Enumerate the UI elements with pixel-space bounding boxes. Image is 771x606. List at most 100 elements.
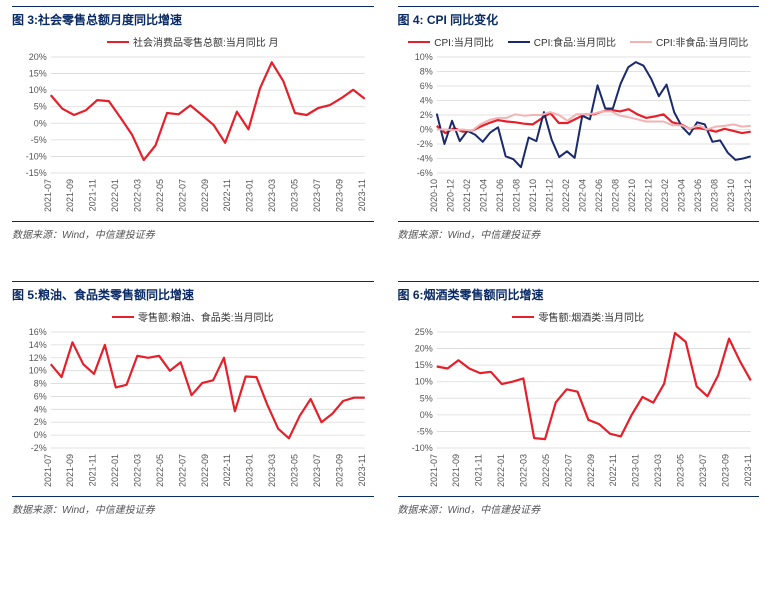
svg-text:2021-08: 2021-08 xyxy=(511,179,521,212)
svg-text:-6%: -6% xyxy=(416,168,432,178)
svg-text:10%: 10% xyxy=(29,366,47,376)
svg-text:2021-09: 2021-09 xyxy=(65,179,75,212)
svg-text:2022-07: 2022-07 xyxy=(177,179,187,212)
legend-item: CPI:当月同比 xyxy=(408,34,493,49)
svg-text:15%: 15% xyxy=(414,360,432,370)
chart5-legend: 零售额:粮油、食品类:当月同比 xyxy=(12,307,374,326)
svg-text:2022-10: 2022-10 xyxy=(627,179,637,212)
svg-text:2021-07: 2021-07 xyxy=(428,454,438,487)
chart3-plot: -15%-10%-5%0%5%10%15%20%2021-072021-0920… xyxy=(12,51,374,221)
svg-text:2022-12: 2022-12 xyxy=(643,179,653,212)
svg-text:2023-01: 2023-01 xyxy=(630,454,640,487)
chart5-title: 图 5:粮油、食品类零售额同比增速 xyxy=(12,281,374,307)
svg-text:2023-01: 2023-01 xyxy=(245,179,255,212)
svg-text:0%: 0% xyxy=(419,410,432,420)
svg-text:2022-05: 2022-05 xyxy=(155,179,165,212)
legend-swatch xyxy=(408,41,430,43)
svg-text:15%: 15% xyxy=(29,69,47,79)
chart6-legend: 零售额:烟酒类:当月同比 xyxy=(398,307,760,326)
svg-text:2023-11: 2023-11 xyxy=(357,179,367,211)
legend-label: CPI:当月同比 xyxy=(434,34,493,49)
svg-text:2023-07: 2023-07 xyxy=(312,454,322,487)
svg-text:2023-05: 2023-05 xyxy=(289,454,299,487)
svg-text:2023-05: 2023-05 xyxy=(675,454,685,487)
svg-text:2021-02: 2021-02 xyxy=(461,179,471,212)
svg-text:10%: 10% xyxy=(29,85,47,95)
legend-label: 零售额:粮油、食品类:当月同比 xyxy=(138,309,274,324)
svg-text:2023-11: 2023-11 xyxy=(357,454,367,486)
svg-text:2022-01: 2022-01 xyxy=(110,454,120,487)
svg-text:-4%: -4% xyxy=(416,154,432,164)
svg-text:2022-08: 2022-08 xyxy=(610,179,620,212)
legend-item: 零售额:粮油、食品类:当月同比 xyxy=(112,309,274,324)
chart4-source: 数据来源：Wind，中信建投证券 xyxy=(398,221,760,241)
charts-grid: 图 3:社会零售总额月度同比增速 社会消费品零售总额:当月同比 月 -15% -1… xyxy=(0,0,771,528)
svg-text:0%: 0% xyxy=(34,430,47,440)
svg-text:2022-11: 2022-11 xyxy=(608,454,618,486)
chart4-plot: -6%-4%-2%0%2%4%6%8%10%2020-102020-122021… xyxy=(398,51,760,221)
chart6-plot: -10%-5%0%5%10%15%20%25%2021-072021-09202… xyxy=(398,326,760,496)
svg-text:2022-09: 2022-09 xyxy=(200,454,210,487)
svg-text:2021-12: 2021-12 xyxy=(544,179,554,212)
svg-text:16%: 16% xyxy=(29,327,47,337)
svg-text:2022-07: 2022-07 xyxy=(563,454,573,487)
svg-text:14%: 14% xyxy=(29,340,47,350)
svg-text:2023-03: 2023-03 xyxy=(653,454,663,487)
chart3-title: 图 3:社会零售总额月度同比增速 xyxy=(12,6,374,32)
svg-text:2023-03: 2023-03 xyxy=(267,179,277,212)
legend-swatch xyxy=(630,41,652,43)
panel-chart3: 图 3:社会零售总额月度同比增速 社会消费品零售总额:当月同比 月 -15%-1… xyxy=(12,6,374,241)
panel-chart4: 图 4: CPI 同比变化 CPI:当月同比CPI:食品:当月同比CPI:非食品… xyxy=(398,6,760,241)
svg-text:6%: 6% xyxy=(419,81,432,91)
svg-text:-2%: -2% xyxy=(416,139,432,149)
svg-text:2023-09: 2023-09 xyxy=(334,454,344,487)
svg-text:2021-11: 2021-11 xyxy=(88,454,98,486)
svg-text:2022-03: 2022-03 xyxy=(132,179,142,212)
svg-text:-15%: -15% xyxy=(26,168,47,178)
svg-text:2023-02: 2023-02 xyxy=(660,179,670,212)
chart5-source: 数据来源：Wind，中信建投证券 xyxy=(12,496,374,516)
svg-text:8%: 8% xyxy=(34,379,47,389)
panel-chart6: 图 6:烟酒类零售额同比增速 零售额:烟酒类:当月同比 -10%-5%0%5%1… xyxy=(398,281,760,516)
svg-text:2023-01: 2023-01 xyxy=(245,454,255,487)
svg-text:2022-03: 2022-03 xyxy=(518,454,528,487)
svg-text:2022-05: 2022-05 xyxy=(155,454,165,487)
legend-swatch xyxy=(512,316,534,318)
svg-text:-2%: -2% xyxy=(31,443,47,453)
panel-chart5: 图 5:粮油、食品类零售额同比增速 零售额:粮油、食品类:当月同比 -2% 0% 2… xyxy=(12,281,374,516)
svg-text:2021-04: 2021-04 xyxy=(478,179,488,212)
chart3-legend: 社会消费品零售总额:当月同比 月 xyxy=(12,32,374,51)
chart6-source: 数据来源：Wind，中信建投证券 xyxy=(398,496,760,516)
svg-text:-5%: -5% xyxy=(31,135,47,145)
svg-text:2022-03: 2022-03 xyxy=(132,454,142,487)
svg-text:2022-01: 2022-01 xyxy=(496,454,506,487)
svg-text:0%: 0% xyxy=(419,125,432,135)
chart5-plot: -2%0%2%4%6%8%10%12%14%16%2021-072021-092… xyxy=(12,326,374,496)
svg-text:2021-11: 2021-11 xyxy=(88,179,98,211)
chart4-legend: CPI:当月同比 CPI:食品:当月同比 CPI:非食品:当月同比 xyxy=(398,32,760,51)
svg-text:2023-09: 2023-09 xyxy=(720,454,730,487)
svg-text:5%: 5% xyxy=(419,393,432,403)
svg-text:2022-02: 2022-02 xyxy=(560,179,570,212)
svg-text:4%: 4% xyxy=(419,96,432,106)
svg-text:2021-06: 2021-06 xyxy=(494,179,504,212)
svg-text:10%: 10% xyxy=(414,377,432,387)
legend-label: 零售额:烟酒类:当月同比 xyxy=(538,309,644,324)
legend-label: CPI:非食品:当月同比 xyxy=(656,34,748,49)
svg-text:2021-10: 2021-10 xyxy=(527,179,537,212)
svg-text:2023-06: 2023-06 xyxy=(693,179,703,212)
legend-swatch xyxy=(508,41,530,43)
svg-text:2023-08: 2023-08 xyxy=(709,179,719,212)
svg-text:2021-11: 2021-11 xyxy=(473,454,483,486)
svg-text:25%: 25% xyxy=(414,327,432,337)
svg-text:2022-11: 2022-11 xyxy=(222,179,232,211)
svg-text:2021-09: 2021-09 xyxy=(65,454,75,487)
svg-text:2%: 2% xyxy=(419,110,432,120)
svg-text:-10%: -10% xyxy=(411,443,432,453)
svg-text:2020-10: 2020-10 xyxy=(428,179,438,212)
legend-label: CPI:食品:当月同比 xyxy=(534,34,616,49)
svg-text:-5%: -5% xyxy=(416,426,432,436)
svg-text:2023-10: 2023-10 xyxy=(726,179,736,212)
legend-swatch xyxy=(112,316,134,318)
svg-text:2%: 2% xyxy=(34,417,47,427)
